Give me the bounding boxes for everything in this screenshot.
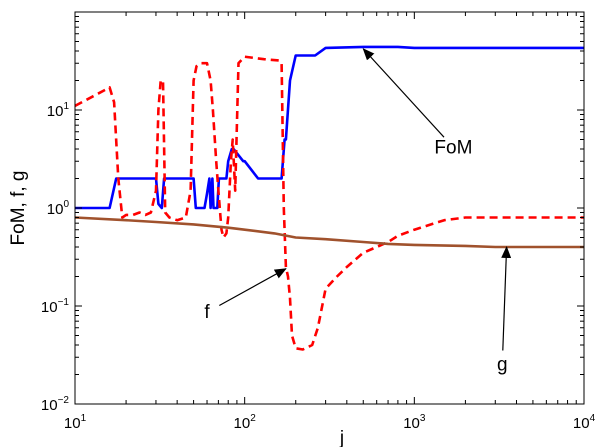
x-axis-title: j	[339, 428, 344, 447]
annotation-label-f: f	[204, 302, 210, 323]
tick-layer: 101 102 103 104 10−2 10−1 100 101	[41, 12, 596, 432]
x-tick-label: 104	[573, 413, 596, 432]
series-layer	[74, 45, 584, 351]
series-line-fom	[75, 45, 584, 210]
y-axis-title: FoM, f, g	[8, 171, 29, 246]
annotation-arrow-f	[219, 268, 287, 307]
y-tick-label: 10−1	[41, 297, 70, 316]
plot-area	[75, 12, 584, 404]
y-tick-label: 10−2	[41, 395, 70, 414]
x-tick-label: 103	[403, 413, 426, 432]
annotation-layer: FoM f g	[204, 48, 512, 375]
annotation-arrow-fom	[362, 48, 445, 138]
y-tick-label: 101	[47, 101, 70, 120]
y-tick-label: 100	[47, 199, 70, 218]
annotation-arrow-g	[501, 246, 512, 351]
annotation-label-fom: FoM	[434, 137, 472, 158]
series-line-g	[74, 216, 584, 249]
x-tick-label: 101	[64, 413, 87, 432]
x-tick-label: 102	[234, 413, 257, 432]
series-line-f	[74, 55, 584, 351]
annotation-label-g: g	[497, 354, 508, 375]
